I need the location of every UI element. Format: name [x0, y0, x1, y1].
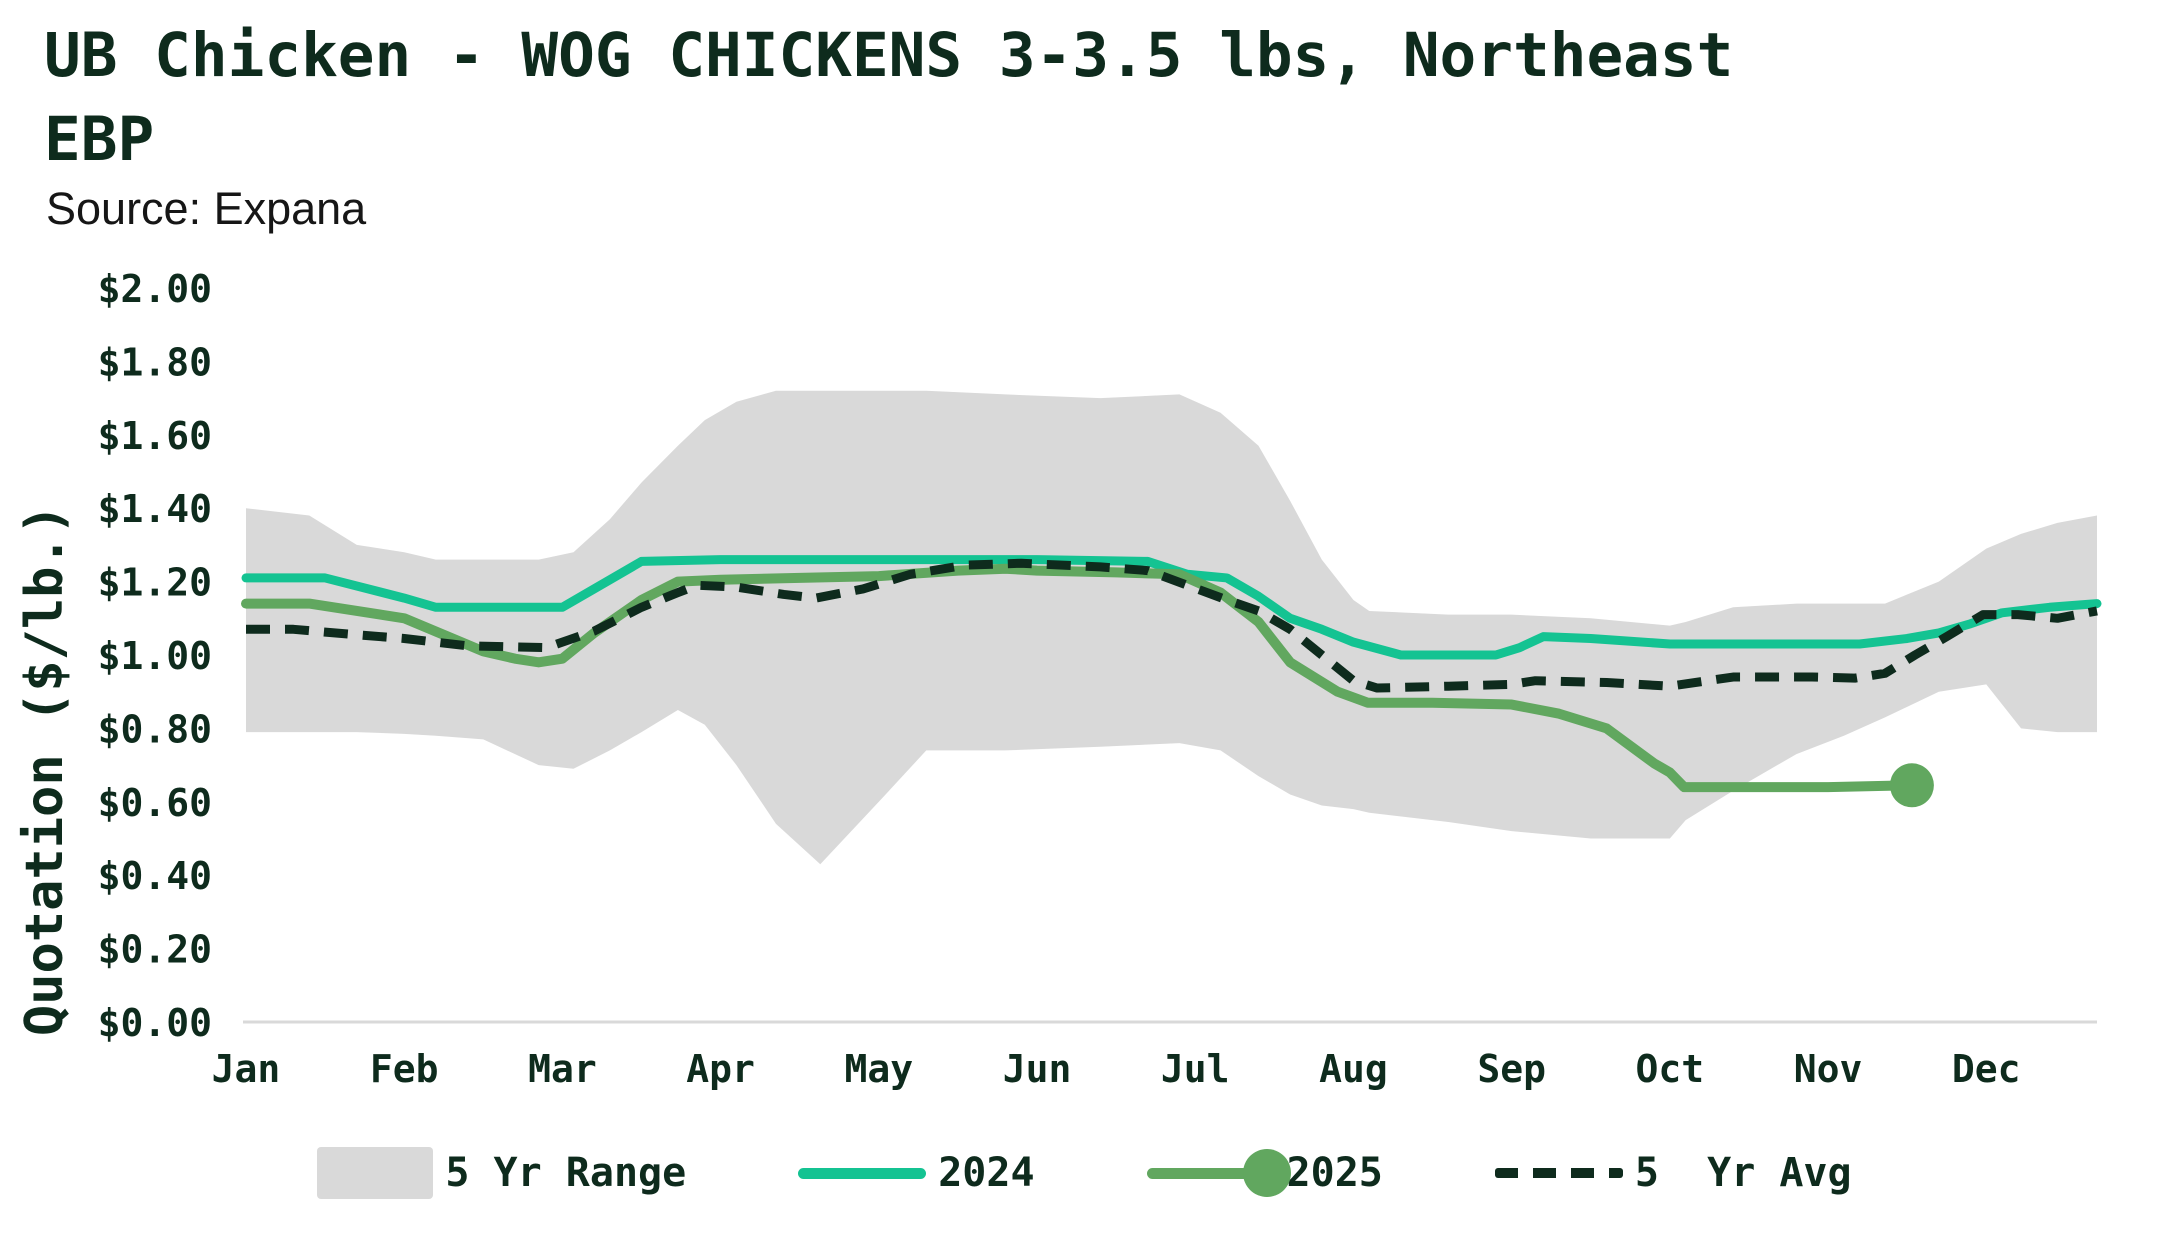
- x-tick-label: Sep: [1477, 1047, 1546, 1091]
- chart-title: UB Chicken - WOG CHICKENS 3-3.5 lbs, Nor…: [44, 20, 1734, 176]
- y-tick-label: $0.80: [98, 707, 212, 751]
- legend-label-5yr-avg: 5 Yr Avg: [1634, 1150, 1852, 1196]
- y-tick-label: $1.60: [98, 414, 212, 458]
- series-2024: [241, 555, 2102, 660]
- x-tick-label: Oct: [1636, 1047, 1705, 1091]
- x-tick-label: Dec: [1952, 1047, 2021, 1091]
- y-tick-label: $1.20: [98, 561, 212, 605]
- legend-label-2024: 2024: [938, 1150, 1035, 1196]
- range-band-swatch-icon: [317, 1147, 434, 1199]
- series-2025-end-dot: [1889, 763, 1934, 808]
- y-axis-title: Quotation ($/lb.): [15, 504, 75, 1036]
- x-tick-label: Jan: [212, 1047, 281, 1091]
- y-tick-label: $0.40: [98, 854, 212, 898]
- legend-2025-dot-icon: [1242, 1149, 1291, 1197]
- x-tick-label: Aug: [1319, 1047, 1388, 1091]
- y-tick-label: $0.20: [98, 928, 212, 972]
- y-tick-label: $2.00: [98, 267, 212, 311]
- line-2025-swatch-icon: [1146, 1149, 1291, 1197]
- legend: 5 Yr Range 2024 2025 5 Yr Avg: [0, 1128, 2169, 1218]
- legend-item-2025: 2025: [1146, 1149, 1383, 1197]
- x-tick-label: Nov: [1794, 1047, 1863, 1091]
- x-tick-label: Jun: [1003, 1047, 1072, 1091]
- y-tick-label: $0.60: [98, 781, 212, 825]
- legend-item-5yr-avg: 5 Yr Avg: [1494, 1150, 1852, 1196]
- x-tick-label: Jul: [1161, 1047, 1230, 1091]
- x-tick-label: Feb: [370, 1047, 439, 1091]
- legend-label-2025: 2025: [1286, 1150, 1383, 1196]
- dashed-avg-swatch-icon: [1494, 1168, 1623, 1178]
- y-tick-label: $1.80: [98, 340, 212, 384]
- legend-label-5yr-range: 5 Yr Range: [445, 1150, 687, 1196]
- legend-item-2024: 2024: [798, 1150, 1035, 1196]
- chart-source: Source: Expana: [46, 183, 367, 234]
- legend-item-5yr-range: 5 Yr Range: [317, 1147, 686, 1199]
- series-2025: [241, 563, 1917, 793]
- band-5yr-range: [246, 390, 2097, 865]
- y-tick-label: $0.00: [98, 1001, 212, 1045]
- line-2024-swatch-icon: [798, 1167, 927, 1179]
- x-tick-label: May: [845, 1047, 914, 1091]
- x-tick-label: Apr: [686, 1047, 755, 1091]
- x-tick-label: Mar: [528, 1047, 597, 1091]
- y-tick-label: $1.00: [98, 634, 212, 678]
- y-tick-label: $1.40: [98, 487, 212, 531]
